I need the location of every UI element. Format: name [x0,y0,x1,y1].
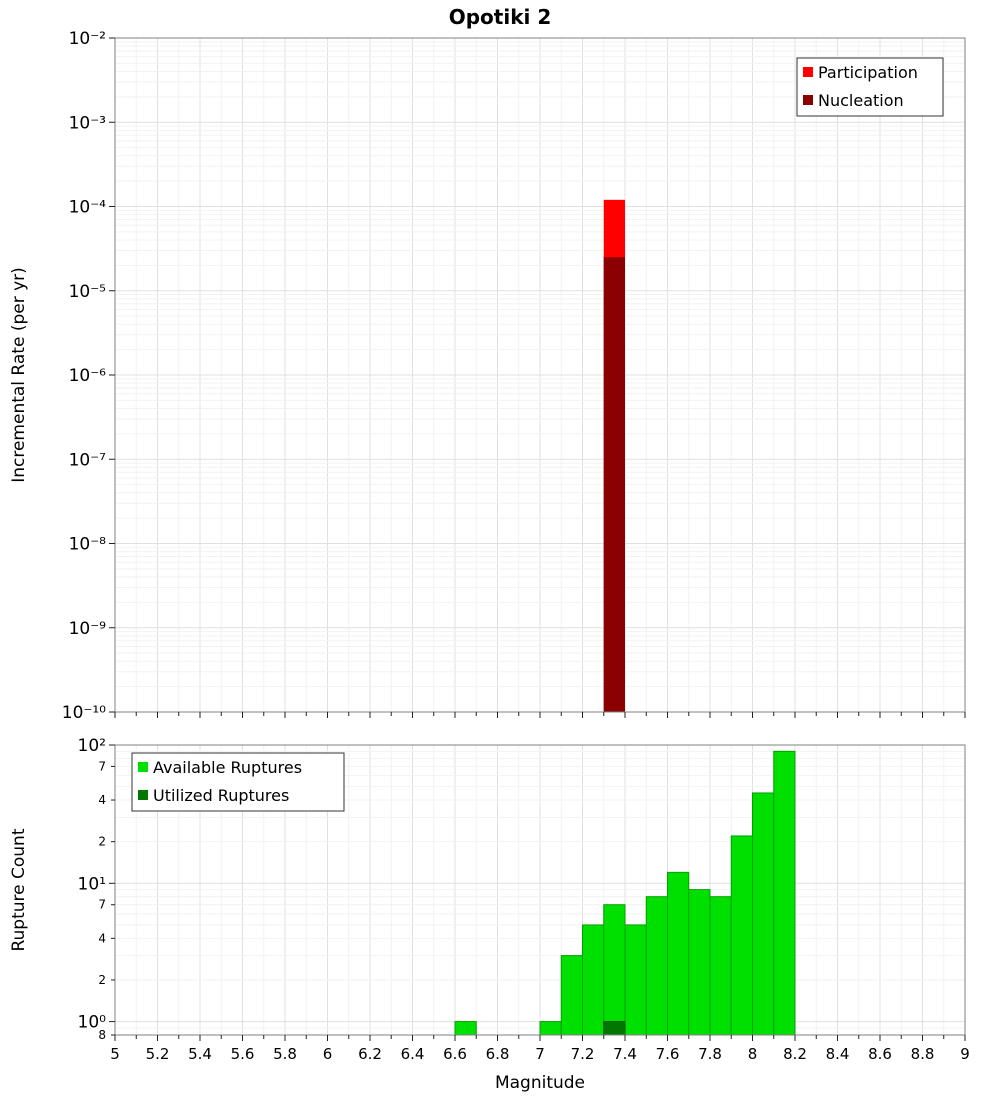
y-tick-label: 10⁻⁶ [69,366,107,386]
incremental-rate-panel: 10⁻² 10⁻³ 10⁻⁴ 10⁻⁵ 10⁻⁶ 10⁻⁷ 10⁻⁸ 10⁻⁹ 10⁻¹⁰ Par… [62,29,966,723]
x-tick-label: 7.2 [571,1045,595,1063]
y-tick-label: 4 [98,931,106,945]
legend-box [796,57,944,117]
y-tick-label: 10⁻⁵ [69,282,106,302]
x-tick-label: 5 [110,1045,120,1063]
y-tick-label: 10⁻³ [69,113,106,133]
x-tick-label: 7.4 [613,1045,637,1063]
x-tick-label: 8.4 [826,1045,850,1063]
y-tick-label: 10⁻⁷ [69,450,107,470]
bar-available-ruptures [752,792,775,1036]
x-tick-label: 8.6 [868,1045,892,1063]
x-tick-label: 9 [960,1045,970,1063]
y-tick-label: 10⁰ [78,1013,107,1033]
x-tick-label: 7.6 [656,1045,680,1063]
bar-available-ruptures [645,896,668,1036]
legend-swatch-utilized-ruptures [138,790,148,800]
bar-available-ruptures [454,1021,477,1036]
bar-available-ruptures [603,904,626,1036]
y-tick-label: 7 [98,898,106,912]
y-tick-label: 10¹ [78,874,106,894]
x-tick-label: 5.6 [231,1045,255,1063]
x-tick-label: 6.2 [358,1045,382,1063]
bar-available-ruptures [582,924,605,1036]
x-tick-label: 5.4 [188,1045,212,1063]
legend-label-utilized-ruptures: Utilized Ruptures [153,786,289,805]
bar-available-ruptures [730,835,753,1036]
bar-available-ruptures [773,750,796,1036]
x-tick-label: 5.8 [273,1045,297,1063]
bar-available-ruptures [688,889,711,1036]
legend-label-nucleation: Nucleation [818,91,904,110]
x-tick-label: 8.2 [783,1045,807,1063]
rate-y-axis-label: Incremental Rate (per yr) [9,267,29,483]
bar-available-ruptures [560,955,583,1036]
x-tick-label: 5.2 [146,1045,170,1063]
y-tick-label: 10⁻⁸ [69,535,107,555]
y-tick-label: 10⁻⁹ [69,619,107,639]
chart-title: Opotiki 2 [449,5,552,29]
legend-swatch-nucleation [803,95,813,105]
x-tick-label: 6.6 [443,1045,467,1063]
bar-available-ruptures [667,871,690,1036]
bar-nucleation [603,257,625,712]
bar-available-ruptures [539,1021,562,1036]
count-y-axis-label: Rupture Count [9,828,29,951]
y-tick-label: 2 [98,973,106,987]
bar-utilized-ruptures [603,1021,626,1036]
legend-swatch-available-ruptures [138,762,148,772]
legend-label-available-ruptures: Available Ruptures [153,758,302,777]
x-axis-label: Magnitude [495,1073,585,1093]
legend-swatch-participation [803,67,813,77]
y-tick-label: 10⁻² [69,29,106,49]
bar-available-ruptures [624,924,647,1036]
x-tick-label: 6.8 [486,1045,510,1063]
bar-available-ruptures [709,896,732,1036]
y-tick-label: 2 [98,835,106,849]
x-tick-label: 6.4 [401,1045,425,1063]
x-tick-label: 8 [748,1045,758,1063]
y-tick-label: 7 [98,759,106,773]
y-tick-label: 10² [78,736,106,756]
x-tick-label: 7.8 [698,1045,722,1063]
y-tick-label: 10⁻¹⁰ [62,703,106,723]
x-tick-label: 7 [535,1045,545,1063]
x-tick-label: 6 [323,1045,333,1063]
y-tick-label: 4 [98,793,106,807]
x-tick-label: 8.8 [911,1045,935,1063]
legend-box [131,752,345,812]
y-tick-label: 10⁻⁴ [69,198,107,218]
y-tick-label: 8 [98,1028,106,1042]
legend-label-participation: Participation [818,63,918,82]
